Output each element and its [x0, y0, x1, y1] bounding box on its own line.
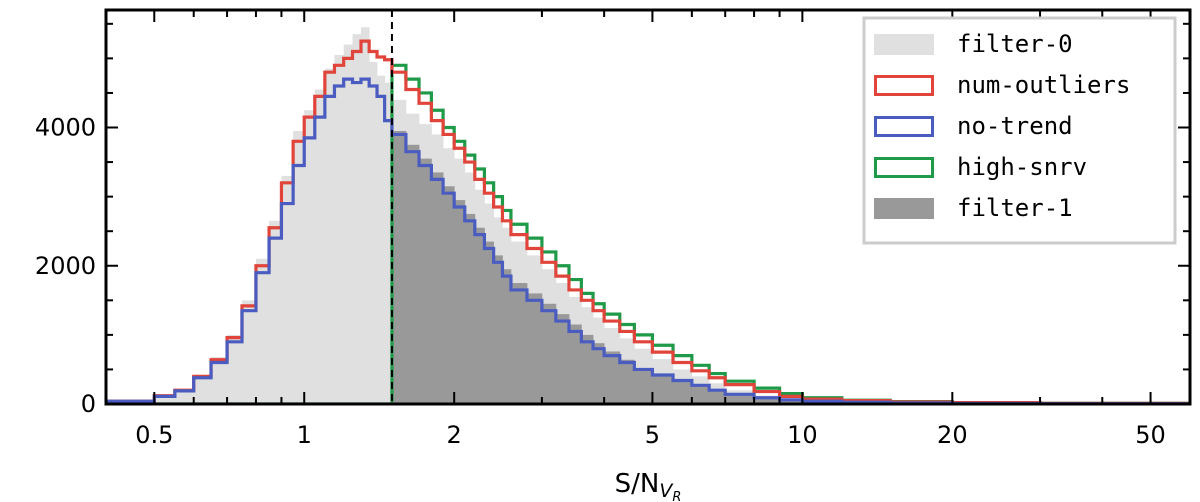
bar-filter-0: [360, 27, 370, 404]
bar-filter-1: [779, 400, 803, 404]
bar-filter-1: [691, 386, 710, 404]
y-tick-labels: 0 2000 4000: [35, 114, 96, 418]
bar-filter-1: [526, 293, 543, 404]
histogram-steps: [106, 39, 1190, 404]
legend-swatch: [874, 116, 934, 137]
bar-filter-1: [454, 200, 466, 404]
axes-frame: [104, 8, 1192, 406]
legend-item-no-trend: no-trend: [874, 112, 1073, 140]
bar-filter-1: [555, 314, 570, 404]
x-tick-label: 1: [297, 421, 312, 449]
bar-filter-0: [343, 44, 353, 404]
bar-filter-1: [464, 213, 476, 404]
bar-filter-0: [324, 68, 335, 404]
legend-swatch: [874, 75, 934, 96]
bar-filter-1: [493, 255, 503, 404]
step-line-no-trend: [106, 77, 1190, 404]
x-tick-labels: 0.5 1 2 5 10 20 50: [135, 421, 1166, 449]
legend-swatch: [874, 34, 934, 55]
legend: filter-0 num-outliers no-trend high-snrv fil…: [862, 16, 1177, 245]
bar-filter-1: [568, 324, 582, 404]
x-tick-label: 50: [1135, 421, 1166, 449]
legend-label: no-trend: [957, 112, 1073, 140]
x-tick-label: 2: [447, 421, 462, 449]
bar-filter-0: [281, 175, 294, 404]
bar-filter-0: [304, 110, 316, 404]
bar-filter-0: [241, 300, 257, 404]
histogram-fills: [106, 27, 1190, 404]
bar-filter-1: [502, 269, 512, 404]
bar-filter-1: [484, 241, 495, 404]
legend-label: num-outliers: [957, 71, 1130, 99]
bar-filter-0: [334, 54, 345, 404]
legend-item-filter-1: filter-1: [874, 194, 1073, 222]
bar-filter-1: [443, 186, 455, 404]
legend-label: high-snrv: [957, 153, 1087, 181]
legend-item-num-outliers: num-outliers: [874, 71, 1130, 99]
axis-ticks: [105, 10, 1191, 405]
legend-swatch: [874, 157, 934, 178]
x-tick-label: 10: [787, 421, 818, 449]
legend-label: filter-1: [957, 194, 1073, 222]
bar-filter-1: [754, 398, 780, 404]
bar-filter-1: [709, 390, 726, 404]
legend-item-high-snrv: high-snrv: [874, 153, 1087, 181]
x-tick-label: 0.5: [135, 421, 173, 449]
y-tick-label: 4000: [35, 114, 96, 142]
bar-filter-1: [725, 395, 755, 404]
bar-filter-0: [369, 61, 378, 404]
bar-filter-0: [193, 374, 212, 404]
bar-filter-1: [604, 351, 621, 404]
x-tick-label: 20: [937, 421, 968, 449]
bar-filter-0: [227, 334, 243, 404]
bar-filter-1: [634, 368, 653, 404]
y-tick-label: 2000: [35, 252, 96, 280]
bar-filter-0: [314, 89, 326, 404]
legend-label: filter-0: [957, 30, 1073, 58]
bar-filter-1: [619, 359, 635, 404]
bar-filter-0: [255, 258, 270, 404]
bar-filter-1: [673, 381, 693, 404]
x-axis-title: S/NVR: [615, 469, 682, 502]
bar-filter-0: [377, 75, 386, 404]
bar-filter-0: [293, 130, 305, 404]
bar-filter-1: [405, 144, 420, 404]
bar-filter-1: [474, 227, 485, 404]
series-filter-1: [391, 130, 1190, 404]
bar-filter-0: [384, 82, 393, 404]
bar-filter-1: [391, 130, 407, 404]
bar-filter-1: [419, 158, 432, 404]
legend-swatch: [874, 198, 934, 219]
bar-filter-0: [352, 34, 362, 404]
legend-item-filter-0: filter-0: [874, 30, 1073, 58]
bar-filter-0: [174, 388, 195, 404]
bar-filter-1: [652, 374, 674, 404]
bar-filter-0: [211, 356, 228, 404]
bar-filter-1: [593, 343, 605, 404]
bar-filter-1: [510, 283, 528, 404]
bar-filter-1: [431, 172, 444, 404]
bar-filter-1: [581, 334, 594, 404]
bar-filter-0: [269, 220, 282, 404]
y-tick-label: 0: [81, 390, 96, 418]
bar-filter-1: [541, 303, 557, 404]
bar-filter-0: [154, 395, 176, 404]
x-tick-label: 5: [645, 421, 660, 449]
